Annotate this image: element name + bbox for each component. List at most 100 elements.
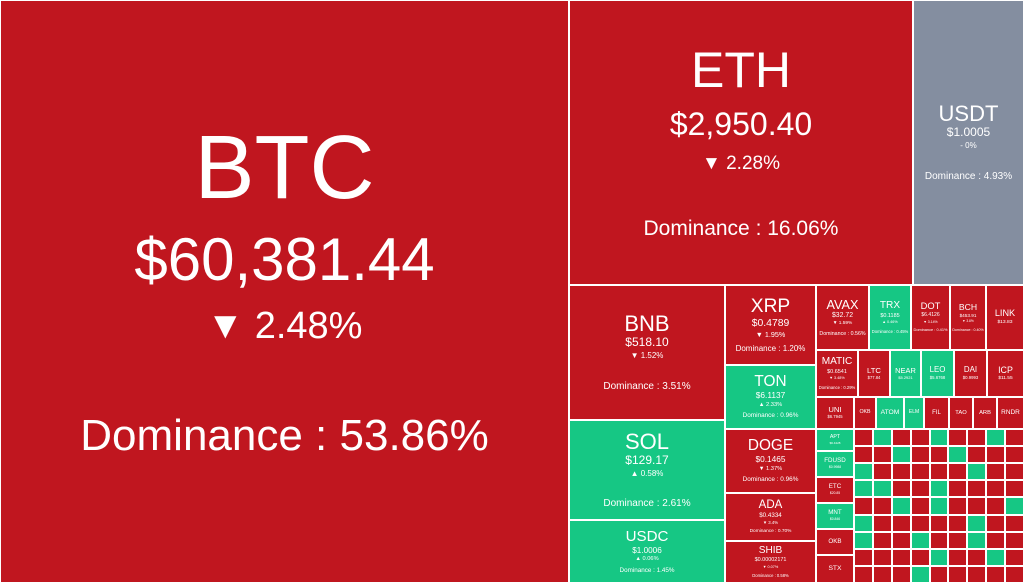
- micro-tile[interactable]: [891, 497, 911, 515]
- tile-near[interactable]: NEAR $5.2921: [890, 350, 921, 397]
- tile-icp[interactable]: ICP $11.55: [987, 350, 1024, 397]
- micro-tile[interactable]: [872, 548, 892, 566]
- micro-tile[interactable]: [1005, 514, 1024, 532]
- tile-arb[interactable]: ARB: [973, 397, 997, 429]
- micro-tile[interactable]: [910, 463, 930, 481]
- micro-tile[interactable]: [948, 565, 968, 583]
- tile-ada[interactable]: ADA $0.4334 ▼ 3.4% Dominance : 0.70%: [725, 493, 816, 541]
- micro-tile[interactable]: [986, 531, 1006, 549]
- tile-elm[interactable]: ELM: [904, 397, 924, 429]
- micro-tile[interactable]: [1005, 480, 1024, 498]
- micro-tile[interactable]: [872, 463, 892, 481]
- micro-tile[interactable]: [910, 565, 930, 583]
- tile-okb[interactable]: OKB: [816, 529, 854, 555]
- tile-okb[interactable]: OKB: [854, 397, 876, 429]
- tile-trx[interactable]: TRX $0.1185 ▲ 0.46% Dominance : 0.45%: [869, 285, 911, 350]
- micro-tile[interactable]: [872, 565, 892, 583]
- micro-tile[interactable]: [948, 429, 968, 447]
- micro-tile[interactable]: [910, 429, 930, 447]
- micro-tile[interactable]: [948, 463, 968, 481]
- micro-tile[interactable]: [986, 429, 1006, 447]
- micro-tile[interactable]: [929, 531, 949, 549]
- tile-shib[interactable]: SHIB $0.00002171 ▼ 0.07% Dominance : 0.58%: [725, 541, 816, 583]
- micro-tile[interactable]: [967, 429, 987, 447]
- tile-doge[interactable]: DOGE $0.1465 ▼ 1.37% Dominance : 0.96%: [725, 429, 816, 493]
- micro-tile[interactable]: [948, 531, 968, 549]
- micro-tile[interactable]: [872, 531, 892, 549]
- micro-tile[interactable]: [986, 514, 1006, 532]
- micro-tile[interactable]: [854, 446, 873, 464]
- micro-tile[interactable]: [986, 548, 1006, 566]
- tile-rndr[interactable]: RNDR: [997, 397, 1024, 429]
- tile-usdt[interactable]: USDT $1.0005- 0% Dominance : 4.93%: [913, 0, 1024, 285]
- micro-tile[interactable]: [872, 446, 892, 464]
- micro-tile[interactable]: [872, 480, 892, 498]
- micro-tile[interactable]: [929, 548, 949, 566]
- micro-tile[interactable]: [967, 480, 987, 498]
- micro-tile[interactable]: [929, 463, 949, 481]
- micro-tile[interactable]: [910, 497, 930, 515]
- micro-tile[interactable]: [910, 514, 930, 532]
- tile-ltc[interactable]: LTC $77.84: [858, 350, 890, 397]
- micro-tile[interactable]: [891, 514, 911, 532]
- micro-tile[interactable]: [854, 548, 873, 566]
- tile-sol[interactable]: SOL $129.17 ▲ 0.58% Dominance : 2.61%: [569, 420, 725, 520]
- micro-tile[interactable]: [967, 548, 987, 566]
- tile-matic[interactable]: MATIC $0.6541 ▼ 3.48% Dominance : 0.29%: [816, 350, 858, 397]
- micro-tile[interactable]: [1005, 446, 1024, 464]
- tile-dot[interactable]: DOT $6.4126 ▼ 3.14% Dominance : 0.41%: [911, 285, 950, 350]
- micro-tile[interactable]: [891, 446, 911, 464]
- micro-tile[interactable]: [854, 429, 873, 447]
- micro-tile[interactable]: [929, 446, 949, 464]
- micro-tile[interactable]: [929, 497, 949, 515]
- tile-xrp[interactable]: XRP $0.4789 ▼ 1.95% Dominance : 1.20%: [725, 285, 816, 365]
- micro-tile[interactable]: [854, 531, 873, 549]
- micro-tile[interactable]: [967, 446, 987, 464]
- micro-tile[interactable]: [967, 565, 987, 583]
- tile-btc[interactable]: BTC $60,381.44 ▼ 2.48% Dominance : 53.86%: [0, 0, 569, 583]
- micro-tile[interactable]: [891, 480, 911, 498]
- micro-tile[interactable]: [948, 446, 968, 464]
- micro-tile[interactable]: [1005, 531, 1024, 549]
- micro-tile[interactable]: [854, 514, 873, 532]
- micro-tile[interactable]: [1005, 565, 1024, 583]
- tile-eth[interactable]: ETH $2,950.40 ▼ 2.28% Dominance : 16.06%: [569, 0, 913, 285]
- micro-tile[interactable]: [967, 531, 987, 549]
- tile-atom[interactable]: ATOM: [876, 397, 904, 429]
- micro-tile[interactable]: [891, 463, 911, 481]
- micro-tile[interactable]: [891, 548, 911, 566]
- micro-tile[interactable]: [986, 565, 1006, 583]
- micro-tile[interactable]: [986, 497, 1006, 515]
- micro-tile[interactable]: [929, 514, 949, 532]
- micro-tile[interactable]: [891, 565, 911, 583]
- tile-leo[interactable]: LEO $5.6768: [921, 350, 954, 397]
- micro-tile[interactable]: [910, 446, 930, 464]
- micro-tile[interactable]: [948, 497, 968, 515]
- micro-tile[interactable]: [854, 463, 873, 481]
- micro-tile[interactable]: [910, 531, 930, 549]
- tile-bnb[interactable]: BNB $518.10 ▼ 1.52% Dominance : 3.51%: [569, 285, 725, 420]
- micro-tile[interactable]: [1005, 429, 1024, 447]
- tile-ton[interactable]: TON $6.1137 ▲ 2.33% Dominance : 0.96%: [725, 365, 816, 429]
- tile-tao[interactable]: TAO: [949, 397, 973, 429]
- micro-tile[interactable]: [967, 514, 987, 532]
- tile-stx[interactable]: STX: [816, 555, 854, 583]
- micro-tile[interactable]: [986, 446, 1006, 464]
- micro-tile[interactable]: [929, 429, 949, 447]
- micro-tile[interactable]: [967, 463, 987, 481]
- micro-tile[interactable]: [854, 565, 873, 583]
- micro-tile[interactable]: [948, 480, 968, 498]
- micro-tile[interactable]: [1005, 497, 1024, 515]
- tile-uni[interactable]: UNI $6.7945: [816, 397, 854, 429]
- tile-avax[interactable]: AVAX $32.72 ▼ 1.59% Dominance : 0.56%: [816, 285, 869, 350]
- micro-tile[interactable]: [948, 548, 968, 566]
- micro-tile[interactable]: [910, 480, 930, 498]
- micro-tile[interactable]: [929, 565, 949, 583]
- micro-tile[interactable]: [891, 429, 911, 447]
- tile-etc[interactable]: ETC $20.85: [816, 477, 854, 503]
- micro-tile[interactable]: [891, 531, 911, 549]
- micro-tile[interactable]: [967, 497, 987, 515]
- micro-tile[interactable]: [948, 514, 968, 532]
- tile-mnt[interactable]: MNT $0.846: [816, 503, 854, 529]
- tile-dai[interactable]: DAI $0.9993: [954, 350, 987, 397]
